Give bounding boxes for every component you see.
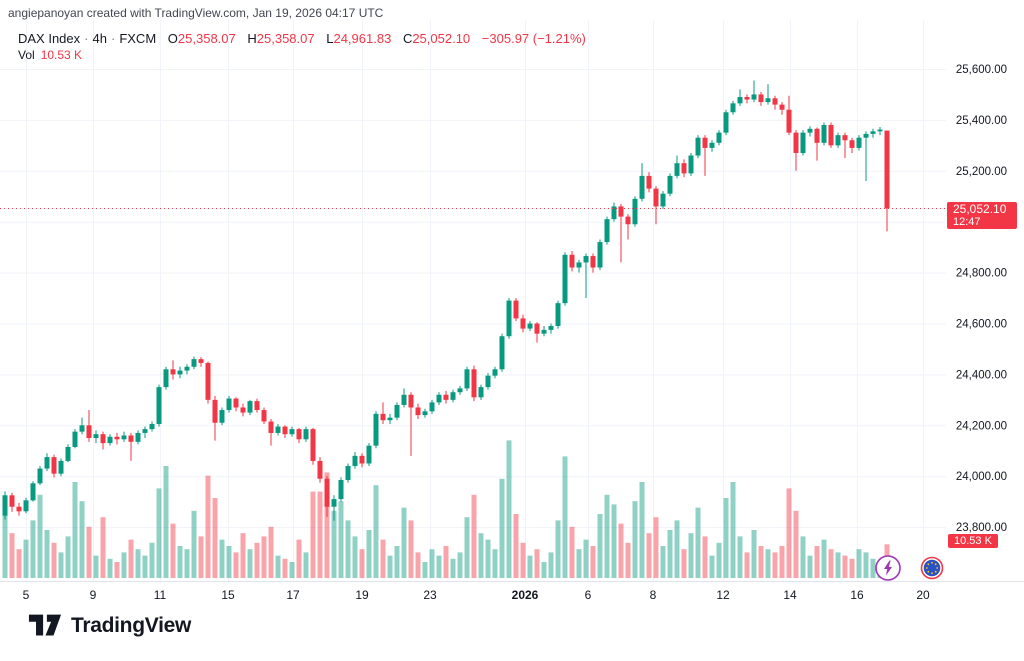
svg-text:24,400.00: 24,400.00 [956,369,1007,381]
svg-text:2026: 2026 [512,588,539,602]
symbol-legend[interactable]: DAX Index · 4h · FXCM O25,358.07 H25,358.07 … [18,31,586,46]
svg-text:19: 19 [355,588,369,602]
low-label: L [326,31,334,46]
candlesticks [2,80,890,521]
svg-text:16: 16 [850,588,864,602]
time-axis-labels[interactable]: 5 9 11 15 17 19 23 2026 6 8 12 14 16 20 [23,588,930,602]
price-axis-labels[interactable]: 25,600.00 25,400.00 25,200.00 24,800.00 24,6… [956,64,1007,534]
eu-flag-event-icon[interactable] [920,556,944,580]
tradingview-logo-glyph [28,614,62,636]
svg-text:11: 11 [154,588,167,602]
bar-countdown: 12:47 [953,216,981,228]
svg-text:24,000.00: 24,000.00 [956,471,1007,483]
flash-event-icon[interactable] [874,554,902,582]
creator-watermark: angiepanoyan created with TradingView.co… [8,6,384,20]
close-value: 25,052.10 [412,31,471,46]
svg-text:9: 9 [90,588,97,602]
volume-label: Vol [18,48,35,62]
svg-text:14: 14 [783,588,797,602]
low-value: 24,961.83 [333,31,392,46]
svg-text:8: 8 [650,588,657,602]
last-price-badge: 25,052.10 12:47 [947,202,1017,229]
high-label: H [247,31,257,46]
svg-text:23,800.00: 23,800.00 [956,522,1007,534]
svg-text:24,200.00: 24,200.00 [956,420,1007,432]
volume-value: 10.53 K [40,48,83,62]
open-value: 25,358.07 [177,31,236,46]
exchange-label[interactable]: FXCM [119,31,157,46]
legend-separator: · [110,31,116,46]
legend-separator: · [84,31,89,46]
svg-text:23: 23 [423,588,437,602]
svg-text:20: 20 [916,588,930,602]
volume-bars [2,440,890,578]
svg-text:25,200.00: 25,200.00 [956,166,1007,178]
svg-text:6: 6 [585,588,592,602]
symbol-name[interactable]: DAX Index [18,31,81,46]
high-value: 25,358.07 [256,31,315,46]
change-value: −305.97 (−1.21%) [481,31,586,46]
svg-text:24,600.00: 24,600.00 [956,319,1007,331]
close-label: C [402,31,413,46]
svg-text:5: 5 [23,588,30,602]
svg-text:24,800.00: 24,800.00 [956,268,1007,280]
svg-text:17: 17 [286,588,300,602]
svg-text:12: 12 [716,588,730,602]
svg-text:25,600.00: 25,600.00 [956,64,1007,76]
tradingview-logo[interactable]: TradingView [28,613,191,639]
interval-label[interactable]: 4h [92,31,107,46]
volume-legend[interactable]: Vol 10.53 K [18,48,82,62]
tradingview-logo-text: TradingView [71,614,192,637]
volume-axis-badge: 10.53 K [948,534,998,548]
svg-text:25,400.00: 25,400.00 [956,115,1007,127]
svg-text:15: 15 [221,588,235,602]
last-price-value: 25,052.10 [953,202,1007,216]
open-label: O [167,31,178,46]
